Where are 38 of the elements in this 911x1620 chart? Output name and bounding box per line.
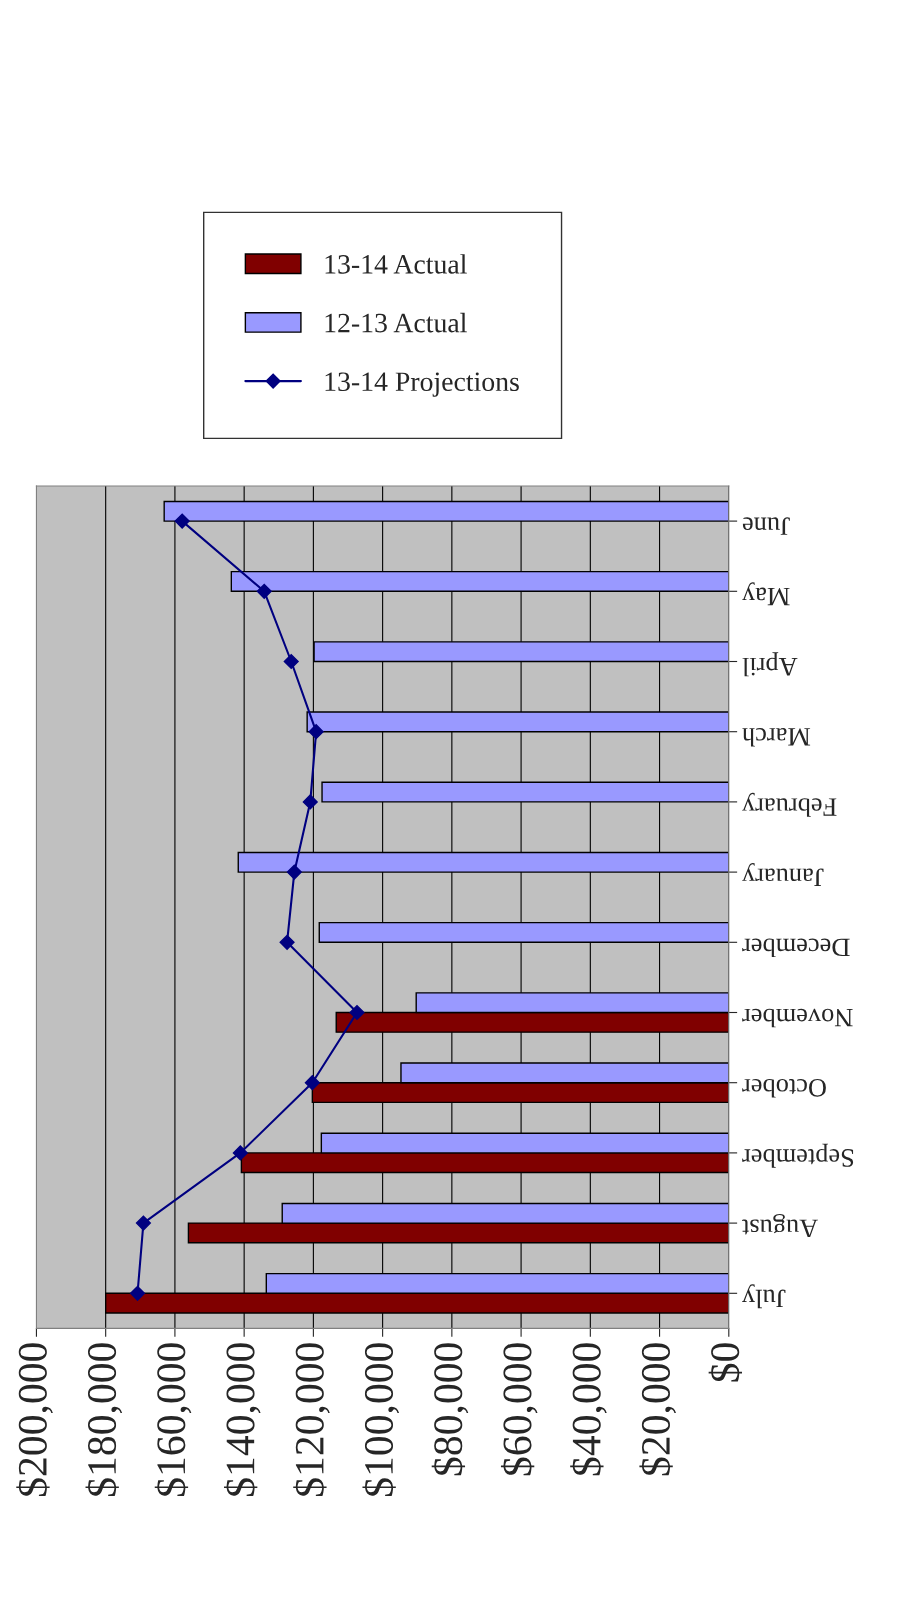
legend-label: 13-14 Projections xyxy=(325,372,519,397)
x-tick-label: $160,000 xyxy=(154,1343,192,1497)
point xyxy=(349,1004,365,1021)
x-tick-label: $120,000 xyxy=(293,1343,330,1497)
y-tick-label: June xyxy=(742,517,790,535)
x-tick-label: $180,000 xyxy=(85,1343,123,1497)
y-tick-label: April xyxy=(742,652,798,677)
point xyxy=(304,1075,320,1091)
point xyxy=(256,583,272,599)
x-tick-label: $140,000 xyxy=(224,1343,261,1497)
point xyxy=(174,513,190,529)
legend-label: 13-14 Actual xyxy=(325,254,467,274)
point xyxy=(232,1145,248,1161)
y-tick-label: October xyxy=(742,1078,826,1098)
y-tick-label: May xyxy=(742,582,790,606)
x-tick-label: $200,000 xyxy=(16,1343,53,1497)
point xyxy=(135,1215,151,1231)
point xyxy=(129,1285,146,1301)
y-tick-label: January xyxy=(742,862,824,886)
y-tick-label: February xyxy=(742,792,837,817)
y-tick-label: November xyxy=(742,1008,853,1028)
x-tick-label: $20,000 xyxy=(639,1343,676,1476)
legend-label: 12-13 Actual xyxy=(325,312,467,333)
y-tick-label: August xyxy=(742,1213,818,1238)
y-tick-label: September xyxy=(742,1143,854,1168)
x-tick-label: $60,000 xyxy=(500,1343,538,1476)
x-tick-label: $100,000 xyxy=(362,1343,400,1497)
x-tick-label: $40,000 xyxy=(570,1343,607,1476)
point xyxy=(302,794,318,810)
point xyxy=(279,934,295,950)
y-tick-label: March xyxy=(742,727,811,747)
point xyxy=(283,653,299,670)
x-tick-label: $80,000 xyxy=(431,1343,469,1476)
point xyxy=(308,724,324,740)
y-tick-label: December xyxy=(742,938,850,958)
y-tick-label: July xyxy=(742,1284,786,1309)
point xyxy=(286,864,302,880)
x-tick-label: $0 xyxy=(708,1343,742,1382)
